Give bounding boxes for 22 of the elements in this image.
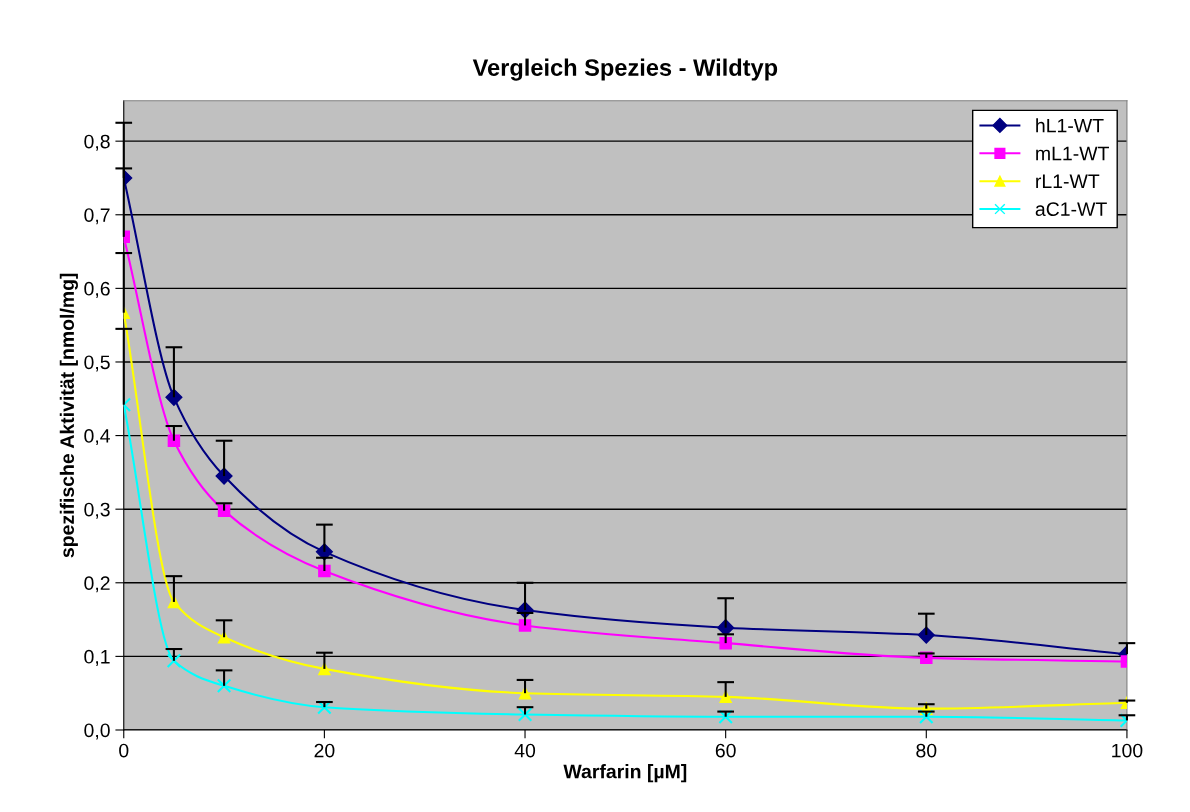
x-tick-label: 40 [514, 743, 536, 758]
legend-label: rL1-WT [1036, 174, 1100, 188]
y-tick-label: 0,4 [84, 429, 110, 446]
x-tick-label: 20 [314, 743, 335, 758]
legend-label: aC1-WT [1035, 202, 1107, 217]
x-axis-title: Warfarin [µM] [563, 764, 687, 783]
legend-label: hL1-WT [1036, 118, 1104, 133]
y-axis-title: spezifische Aktivität [nmol/mg] [59, 273, 78, 558]
y-tick-label: 0,8 [84, 134, 110, 151]
y-tick-label: 0,1 [84, 649, 110, 666]
chart-title: Vergleich Spezies - Wildtyp [472, 58, 778, 81]
y-tick-label: 0,7 [84, 208, 110, 225]
legend-label: mL1-WT [1036, 146, 1109, 161]
x-tick-label: 80 [916, 743, 937, 758]
x-tick-label: 0 [119, 743, 129, 758]
y-tick-label: 0,2 [84, 576, 110, 593]
y-tick-label: 0,3 [84, 502, 110, 519]
y-tick-label: 0,5 [84, 355, 110, 372]
y-tick-label: 0,6 [84, 281, 110, 298]
x-tick-label: 100 [1112, 743, 1143, 758]
y-tick-label: 0,0 [84, 723, 110, 740]
x-tick-label: 60 [715, 743, 736, 758]
